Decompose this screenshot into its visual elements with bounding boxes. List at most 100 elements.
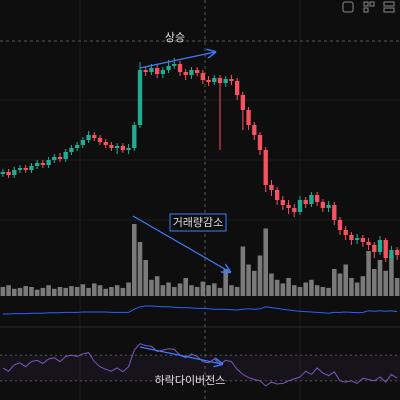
volume-bar (223, 269, 228, 296)
volume-bar (63, 287, 68, 296)
candle-body (80, 140, 86, 145)
volume-bar (217, 287, 223, 296)
volume-bar (389, 255, 394, 296)
candle-body (154, 68, 160, 74)
volume-bar (206, 285, 211, 296)
candle-body (109, 145, 114, 148)
volume-bar (92, 283, 97, 296)
candle-body (206, 80, 211, 82)
volume-bar (326, 287, 331, 296)
candle-body (234, 81, 240, 95)
candle-body (177, 64, 183, 72)
candle-body (126, 148, 131, 150)
volume-bar (57, 287, 63, 296)
volume-bar (274, 279, 280, 296)
volume-bar (97, 285, 103, 296)
candle-body (120, 146, 126, 150)
candle-body (40, 163, 46, 165)
candle-body (240, 95, 246, 110)
annotation: 상승 (165, 31, 185, 44)
candle-body (389, 250, 394, 258)
volume-bar (234, 287, 240, 296)
candle-body (314, 195, 320, 202)
candle-body (23, 168, 28, 170)
volume-bar (360, 276, 366, 296)
volume-bar (200, 281, 206, 296)
candle-body (166, 66, 171, 70)
volume-bar (212, 283, 217, 296)
volume-bar (269, 273, 274, 296)
candle-body (194, 70, 200, 73)
candle-body (252, 125, 257, 135)
volume-bar (109, 287, 114, 296)
volume-bar (120, 287, 126, 296)
arrow (139, 346, 222, 364)
candle-body (92, 135, 97, 138)
volume-bar (280, 283, 286, 296)
volume-bar (303, 282, 308, 296)
candle-body (149, 68, 154, 72)
candle-body (172, 64, 177, 66)
candle-body (286, 205, 291, 208)
volume-bar (332, 269, 337, 296)
candle-body (326, 205, 331, 208)
candle-body (332, 205, 337, 220)
candle-body (383, 240, 388, 258)
candle-body (6, 172, 11, 175)
candle-body (246, 110, 251, 125)
candle-body (303, 200, 308, 204)
candle-body (366, 242, 371, 245)
candle-body (212, 78, 217, 82)
candle-body (29, 166, 34, 170)
candle-body (69, 148, 74, 152)
candle-body (217, 78, 223, 83)
volume-bar (166, 282, 171, 296)
candle-body (74, 145, 80, 148)
volume-bar (80, 284, 86, 296)
volume-bar (354, 282, 360, 296)
volume-bar (154, 276, 160, 296)
candle-body (34, 163, 40, 166)
candle-body (337, 220, 343, 230)
volume-bar (189, 285, 194, 296)
volume-bar (366, 251, 371, 296)
volume-bar (343, 264, 348, 296)
arrow (132, 215, 230, 272)
candle-body (189, 70, 194, 75)
candle-body (292, 208, 297, 212)
volume-bar (286, 278, 291, 296)
volume-bar (40, 287, 46, 296)
volume-bar (132, 224, 137, 296)
volume-bar (137, 242, 143, 296)
candle-body (343, 230, 348, 235)
candle-body (183, 72, 188, 75)
candle-body (97, 138, 103, 142)
annotation: 하락다이버전스 (155, 373, 226, 387)
volume-bar (372, 269, 377, 296)
toolbar[interactable] (342, 1, 395, 13)
volume-bar (69, 286, 74, 296)
candle-body (257, 135, 263, 150)
candle-body (372, 245, 377, 252)
volume-bar (337, 273, 343, 296)
candle-body (52, 157, 57, 160)
volume-bar (103, 288, 108, 296)
volume-bar (12, 288, 17, 296)
candle-body (132, 125, 137, 148)
candle-body (263, 150, 268, 185)
candle-body (394, 250, 400, 255)
candle-body (57, 157, 63, 159)
ma-line (2, 305, 398, 315)
annotation-box (169, 213, 227, 232)
candle-body (17, 168, 23, 170)
volume-bar (172, 287, 177, 296)
volume-bar (314, 285, 320, 296)
volume-bar (383, 270, 388, 296)
volume-bar (320, 287, 326, 296)
candle-body (309, 195, 314, 204)
volume-bar (126, 282, 131, 296)
candle-body (354, 238, 360, 240)
candle-body (280, 200, 286, 205)
volume-bar (29, 287, 34, 296)
